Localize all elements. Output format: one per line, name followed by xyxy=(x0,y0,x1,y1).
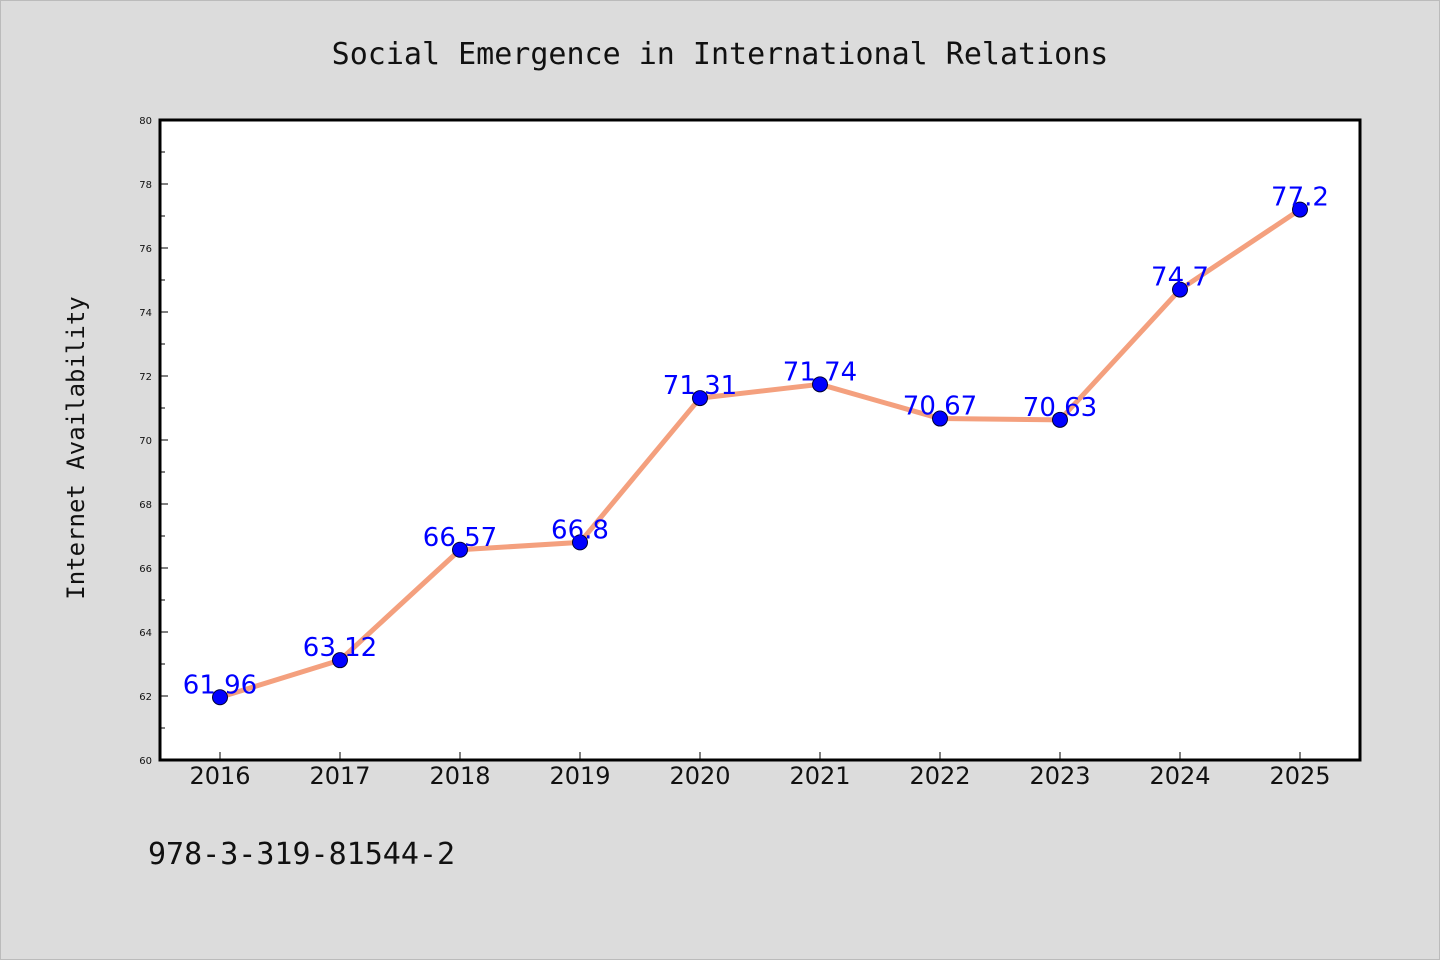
y-tick-label: 70 xyxy=(139,436,152,447)
data-label: 61.96 xyxy=(183,670,257,700)
x-tick-label: 2017 xyxy=(309,762,370,790)
y-tick-label: 76 xyxy=(139,244,152,255)
data-point xyxy=(572,534,588,551)
y-tick-label: 72 xyxy=(139,372,152,383)
y-axis-ticks: 60 62 64 66 68 70 72 74 76 78 80 xyxy=(139,116,168,767)
data-label: 71.74 xyxy=(783,357,857,387)
x-tick-label: 2023 xyxy=(1029,762,1090,790)
series-line xyxy=(217,207,1303,700)
y-tick-label: 78 xyxy=(139,180,152,191)
data-label: 70.67 xyxy=(903,392,977,422)
y-tick-label: 62 xyxy=(139,692,152,703)
plot-frame xyxy=(158,118,1362,762)
data-point xyxy=(332,652,348,669)
y-tick-label: 74 xyxy=(139,308,152,319)
data-point xyxy=(212,689,228,706)
x-tick-label: 2019 xyxy=(549,762,610,790)
x-tick-label: 2024 xyxy=(1149,762,1210,790)
x-tick-label: 2025 xyxy=(1269,762,1330,790)
y-tick-label: 60 xyxy=(139,756,152,767)
data-label: 63.12 xyxy=(303,633,377,663)
data-label: 66.8 xyxy=(551,515,609,545)
x-tick-label: 2016 xyxy=(189,762,250,790)
y-tick-label: 66 xyxy=(139,564,152,575)
x-tick-label: 2018 xyxy=(429,762,490,790)
x-tick-label: 2021 xyxy=(789,762,850,790)
data-label: 74.7 xyxy=(1151,263,1209,293)
series-group: 61.96 63.12 66.57 66.8 71.31 71.74 70.67 70.63 7… xyxy=(183,183,1329,706)
data-point xyxy=(812,376,828,393)
chart-title: Social Emergence in International Relati… xyxy=(332,37,1109,72)
plot-area xyxy=(160,120,1360,760)
y-tick-label: 68 xyxy=(139,500,152,511)
data-label: 77.2 xyxy=(1271,183,1329,213)
isbn-footnote: 978-3-319-81544-2 xyxy=(148,837,455,872)
data-point xyxy=(452,541,468,558)
x-tick-label: 2022 xyxy=(909,762,970,790)
data-point xyxy=(1052,411,1068,428)
x-axis-ticks: 2016 2017 2018 2019 2020 2021 2022 2023 2024 2025 xyxy=(189,752,1331,790)
x-tick-label: 2020 xyxy=(669,762,730,790)
data-point xyxy=(692,390,708,407)
data-label: 71.31 xyxy=(663,371,737,401)
data-point xyxy=(1292,201,1308,218)
y-axis-label: Internet Availability xyxy=(62,296,90,599)
y-tick-label: 64 xyxy=(139,628,152,639)
data-point xyxy=(932,410,948,427)
y-tick-label: 80 xyxy=(139,116,152,127)
data-label: 70.63 xyxy=(1023,393,1097,423)
data-label: 66.57 xyxy=(423,523,497,553)
data-point xyxy=(1172,281,1188,298)
